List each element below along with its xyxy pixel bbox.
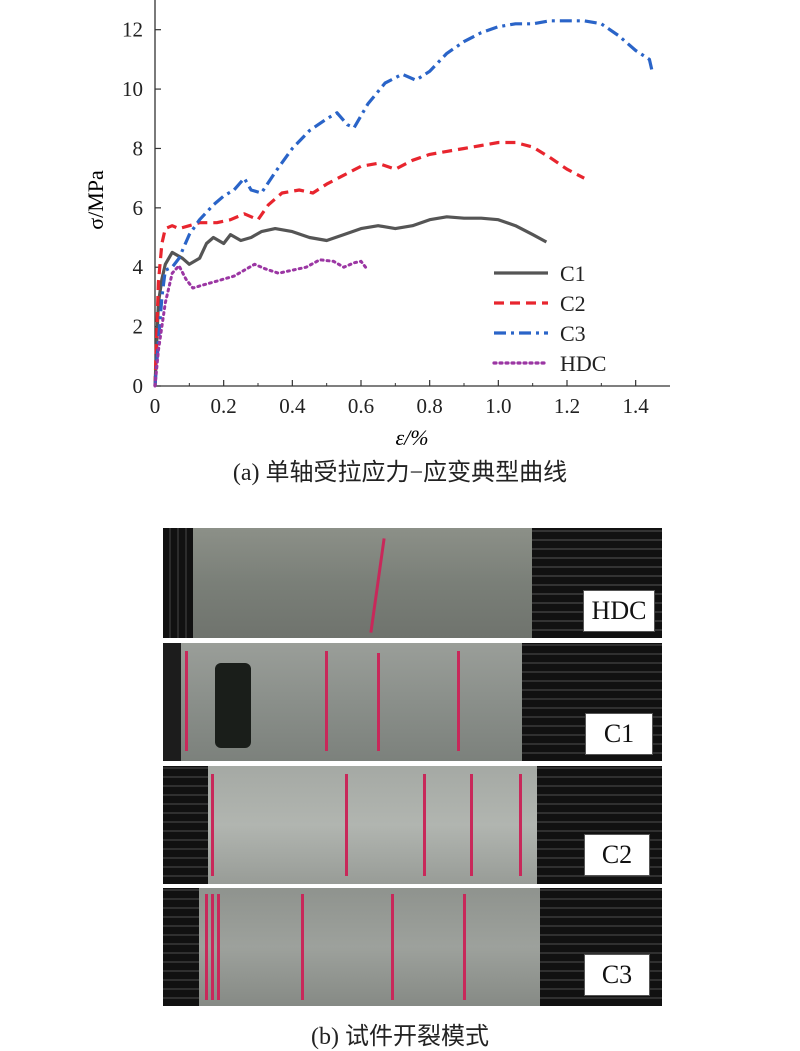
x-tick-label: 1.4 [623, 394, 650, 418]
crack-mark [217, 894, 220, 1000]
chart-axes: 0 0.2 0.4 0.6 0.8 1.0 1.2 1.4 0 2 4 6 8 10 12 [122, 0, 670, 418]
x-tick-label: 0.6 [348, 394, 374, 418]
y-tick-label: 4 [133, 255, 144, 279]
crack-mark [470, 774, 473, 876]
crack-mark [211, 894, 214, 1000]
crack-mark [345, 774, 348, 876]
series-line-c1 [153, 215, 548, 387]
y-tick-label: 6 [133, 196, 144, 220]
specimen-label-hdc: HDC [583, 590, 655, 632]
crack-mark [205, 894, 208, 1000]
crack-mark [519, 774, 522, 876]
legend-label-c1: C1 [560, 261, 586, 286]
crack-mark [377, 653, 380, 751]
crack-mark [457, 651, 460, 751]
crack-mark [211, 774, 214, 876]
spalled-region [215, 663, 251, 748]
crack-mark [423, 774, 426, 876]
x-tick-label: 1.0 [485, 394, 511, 418]
x-axis-label: ε/% [395, 425, 428, 450]
chart-legend: C1 C2 C3 HDC [492, 261, 606, 376]
x-tick-label: 1.2 [554, 394, 580, 418]
specimen-photo-hdc: HDC [163, 528, 662, 638]
carbon-fiber-grip-left [163, 888, 199, 1006]
x-tick-label: 0.2 [211, 394, 237, 418]
specimen-label-c3: C3 [584, 954, 650, 996]
caption-b: (b) 试件开裂模式 [311, 1024, 489, 1050]
series-line-c3 [153, 19, 655, 387]
y-tick-label: 12 [122, 18, 143, 42]
carbon-fiber-grip-left [163, 528, 193, 638]
x-tick-label: 0 [150, 394, 161, 418]
crack-mark [325, 651, 328, 751]
carbon-fiber-grip-left [163, 766, 208, 884]
crack-mark [369, 538, 386, 633]
series-line-hdc [153, 258, 370, 388]
x-tick-label: 0.8 [417, 394, 443, 418]
specimen-label-c1: C1 [585, 713, 653, 755]
y-tick-label: 10 [122, 77, 143, 101]
legend-label-c2: C2 [560, 291, 586, 316]
x-tick-label: 0.4 [279, 394, 306, 418]
caption-a: (a) 单轴受拉应力−应变典型曲线 [232, 460, 568, 486]
specimen-label-c2: C2 [584, 834, 650, 876]
crack-mark [391, 894, 394, 1000]
specimen-photo-c1: C1 [163, 643, 662, 761]
crack-mark [185, 651, 188, 751]
crack-mark [301, 894, 304, 1000]
crack-mark [463, 894, 466, 1000]
y-tick-label: 0 [133, 374, 144, 398]
carbon-fiber-grip-left [163, 643, 181, 761]
series-line-c2 [153, 140, 585, 387]
stress-strain-chart: 0 0.2 0.4 0.6 0.8 1.0 1.2 1.4 0 2 4 6 8 10 12 C1 C2 C3 HD… [83, 0, 670, 450]
specimen-photo-c3: C3 [163, 888, 662, 1006]
y-axis-label: σ/MPa [83, 170, 108, 230]
y-tick-label: 8 [133, 136, 144, 160]
chart-curves [153, 19, 655, 388]
y-tick-label: 2 [133, 315, 144, 339]
specimen-photo-c2: C2 [163, 766, 662, 884]
legend-label-c3: C3 [560, 321, 586, 346]
legend-label-hdc: HDC [560, 351, 606, 376]
